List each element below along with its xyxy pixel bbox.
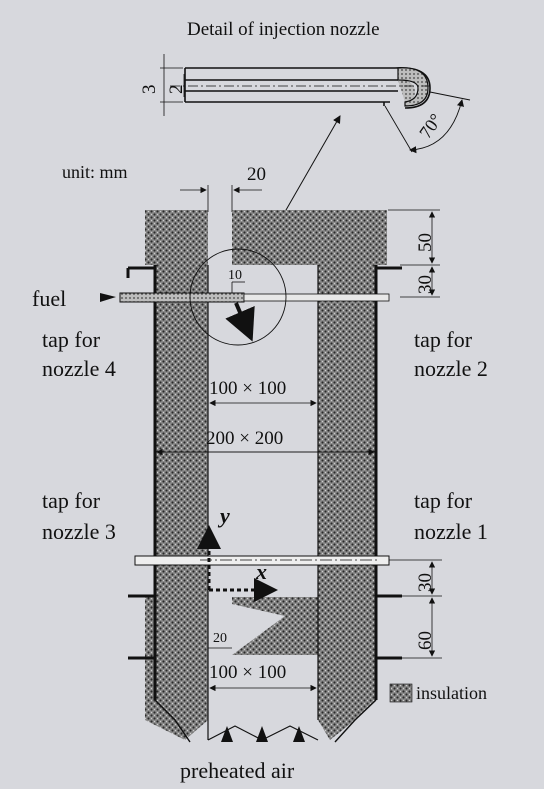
insulation-legend-label: insulation: [416, 683, 487, 703]
nozzle-detail: [160, 54, 471, 265]
dim-slot-width: 20: [213, 631, 227, 646]
nozzle-outer-dim: 3: [139, 84, 160, 95]
air-arrows: [221, 726, 305, 742]
dim-lower-tap-offset: 30: [415, 573, 436, 592]
dim-fuel-offset: 10: [228, 268, 242, 283]
insulation-top-left: [145, 210, 208, 265]
axis-x-label: x: [256, 559, 267, 584]
dim-inner-section: 100 × 100: [209, 378, 287, 399]
tap-nozzle3-line2: nozzle 3: [42, 519, 116, 544]
combustor-body: [145, 210, 387, 740]
dim-lower-block: 60: [415, 631, 436, 650]
tap-nozzle2-line2: nozzle 2: [414, 356, 488, 381]
dim-top-block: 50: [415, 233, 436, 252]
insulation-bottom-left: [145, 597, 208, 740]
dim-top-gap: 20: [247, 164, 266, 185]
dim-outer-section: 200 × 200: [206, 428, 284, 449]
fuel-nozzle: [100, 248, 390, 346]
tap-nozzle1-line2: nozzle 1: [414, 519, 488, 544]
tap-nozzle1-line1: tap for: [414, 488, 473, 513]
tap-nozzle4-line2: nozzle 4: [42, 356, 116, 381]
probe-tube: [134, 555, 390, 566]
dim-bottom-section: 100 × 100: [209, 662, 287, 683]
insulation-right-wall: [318, 265, 376, 560]
tap-nozzle2-line1: tap for: [414, 327, 473, 352]
unit-label: unit: mm: [62, 162, 128, 182]
insulation-left-wall: [155, 265, 208, 560]
tap-nozzle3-line1: tap for: [42, 488, 101, 513]
axis-y-label: y: [220, 503, 230, 528]
preheated-air-label: preheated air: [180, 758, 295, 783]
nozzle-inner-dim: 2: [166, 84, 187, 95]
fuel-label: fuel: [32, 286, 67, 311]
insulation-top-right: [232, 210, 387, 265]
tap-nozzle4-line1: tap for: [42, 327, 101, 352]
coordinate-axes: [197, 525, 278, 602]
diagram-title: Detail of injection nozzle: [187, 19, 380, 40]
insulation-swatch: [389, 683, 413, 703]
dim-tap-offset: 30: [415, 275, 436, 294]
insulation-bottom-right: [232, 580, 376, 740]
